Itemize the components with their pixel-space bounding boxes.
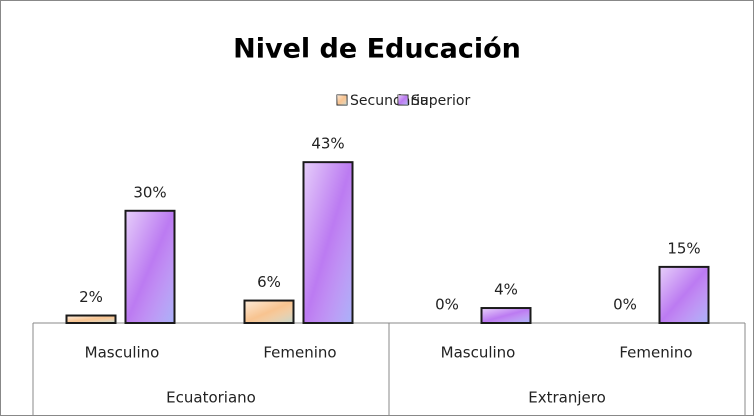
data-label: 30% — [133, 183, 166, 201]
data-label: 43% — [311, 135, 344, 153]
legend-label: Superior — [411, 93, 470, 109]
x-tick-label: Femenino — [263, 344, 336, 362]
x-tick-label: Masculino — [441, 344, 516, 362]
legend-swatch-shine — [337, 95, 347, 105]
group-label: Ecuatoriano — [166, 389, 256, 407]
bar-shine — [67, 316, 115, 322]
data-label: 6% — [257, 273, 281, 291]
group-label: Extranjero — [528, 389, 606, 407]
data-label: 0% — [613, 296, 637, 314]
bar-shine — [304, 163, 352, 322]
legend-swatch-shine — [398, 95, 408, 105]
data-label: 15% — [667, 239, 700, 257]
bar-shine — [482, 309, 530, 322]
x-tick-label: Femenino — [619, 344, 692, 362]
chart-title: Nivel de Educación — [233, 34, 521, 65]
bar-shine — [126, 211, 174, 322]
data-label: 2% — [79, 288, 103, 306]
data-label: 0% — [435, 296, 459, 314]
bar-shine — [245, 301, 293, 322]
data-label: 4% — [494, 281, 518, 299]
x-tick-label: Masculino — [85, 344, 160, 362]
legend-label: Secundaria — [350, 93, 429, 109]
bar-shine — [660, 267, 708, 322]
